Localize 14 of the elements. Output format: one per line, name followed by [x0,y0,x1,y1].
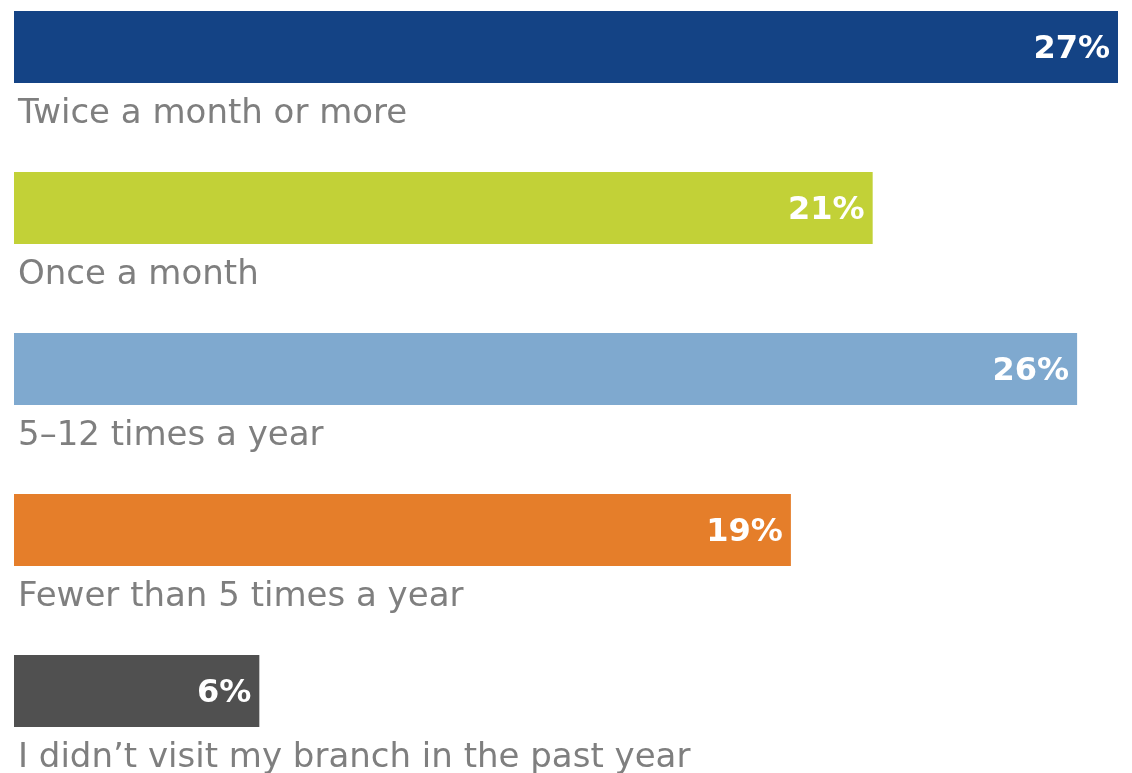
y-tick-label: Fewer than 5 times a year [18,574,464,614]
data-label: 27% [1033,28,1110,66]
bar [14,494,791,566]
data-label: 19% [706,511,783,549]
y-tick-label: 5–12 times a year [18,413,324,453]
data-label: 21% [788,189,865,227]
data-label: 6% [197,672,252,710]
y-tick-label: Twice a month or more [17,91,408,131]
bar [14,11,1118,83]
bar [14,333,1078,405]
data-label: 26% [992,350,1070,388]
bar [14,172,873,244]
y-tick-label: Once a month [18,252,259,292]
bar [14,655,260,727]
